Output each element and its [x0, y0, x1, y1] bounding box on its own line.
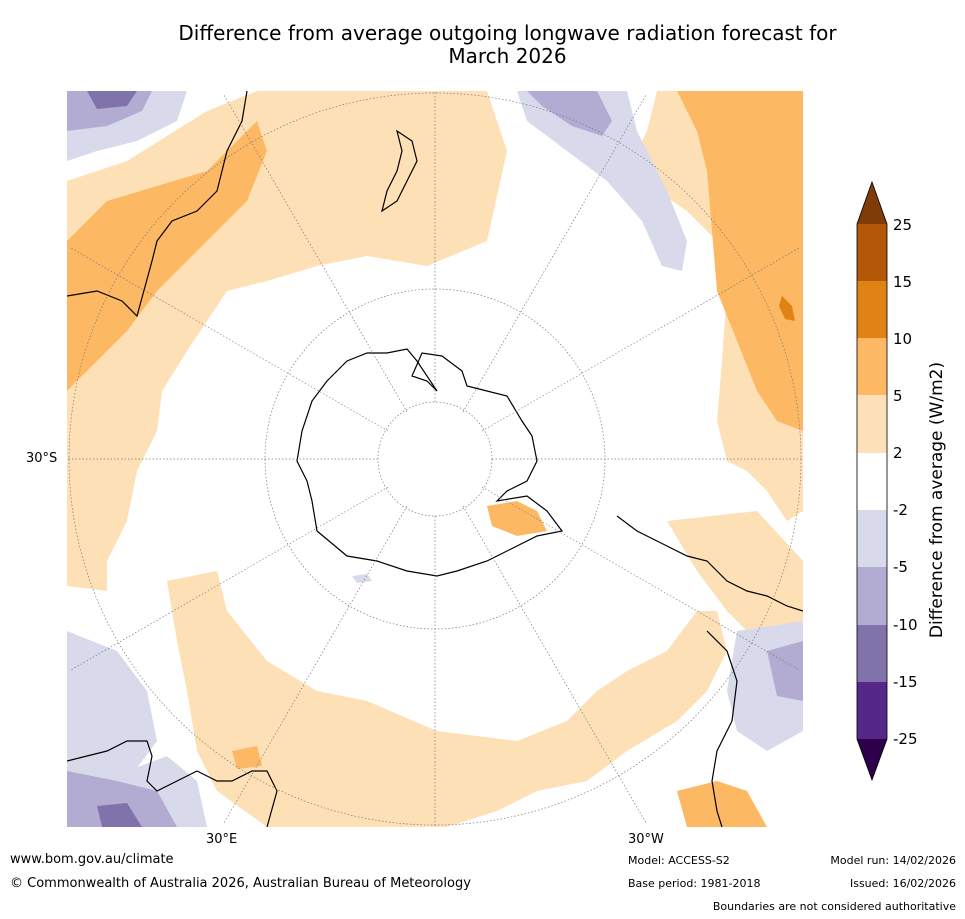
footer-base-period: Base period: 1981-2018: [628, 877, 761, 890]
lon-label-30w: 30°W: [628, 832, 664, 847]
colorbar-band-m25-m15: [857, 682, 887, 739]
anomaly-medium-purple-northwest: [67, 91, 152, 131]
colorbar-band-m5-m2: [857, 510, 887, 567]
chart-title: Difference from average outgoing longwav…: [120, 22, 895, 68]
footer-disclaimer: Boundaries are not considered authoritat…: [712, 900, 956, 913]
colorbar-tick-5: 5: [893, 387, 903, 405]
anomaly-medium-purple-north: [527, 91, 612, 136]
colorbar-tick-m5: -5: [893, 558, 908, 576]
colorbar-band-2-5: [857, 395, 887, 453]
title-line-1: Difference from average outgoing longwav…: [178, 21, 837, 45]
colorbar-tick-2: 2: [893, 444, 903, 462]
colorbar-tick-25: 25: [893, 216, 913, 234]
colorbar-tick-10: 10: [893, 330, 913, 348]
anomaly-medium-purple-southeast: [767, 641, 803, 701]
colorbar-band-10-15: [857, 281, 887, 338]
footer-model: Model: ACCESS-S2: [628, 854, 730, 867]
new-zealand-coast: [381, 129, 418, 213]
colorbar-tick-15: 15: [893, 273, 913, 291]
footer-model-run: Model run: 14/02/2026: [830, 854, 956, 867]
anomaly-light-purple-small: [352, 574, 372, 583]
anomaly-orange-southwest-patch: [232, 746, 262, 769]
anomaly-dark-orange-east: [779, 296, 795, 321]
colorbar-outline: [856, 180, 888, 782]
anomaly-orange-southern-patch: [487, 501, 547, 536]
colorbar-tick-m10: -10: [893, 616, 918, 634]
footer-issued: Issued: 16/02/2026: [849, 877, 956, 890]
anomaly-medium-purple-southwest: [67, 771, 177, 827]
anomaly-dark-purple-northwest: [87, 91, 137, 109]
antarctica-coast: [296, 348, 564, 577]
colorbar-band-m15-m10: [857, 625, 887, 682]
anomaly-orange-southeast-patch: [677, 781, 767, 827]
anomaly-light-purple-west: [67, 631, 157, 791]
colorbar-band-neutral: [857, 453, 887, 510]
lat-label-30s: 30°S: [26, 451, 58, 466]
title-line-2: March 2026: [448, 44, 567, 68]
coastlines: [67, 91, 803, 827]
africa-coast: [67, 740, 278, 827]
footer-url[interactable]: www.bom.gov.au/climate: [10, 852, 174, 867]
south-america-coast: [616, 515, 803, 827]
colorbar-band-5-10: [857, 338, 887, 395]
polar-map: [67, 91, 803, 827]
colorbar: [856, 180, 888, 782]
graticule: [67, 91, 803, 827]
colorbar-tick-m25: -25: [893, 730, 918, 748]
colorbar-tick-m15: -15: [893, 673, 918, 691]
colorbar-band-m10-m5: [857, 567, 887, 625]
anomaly-orange-east: [677, 91, 803, 431]
anomaly-dark-purple-southwest: [97, 803, 142, 827]
colorbar-tick-m2: -2: [893, 501, 908, 519]
colorbar-over-arrow: [857, 182, 887, 224]
colorbar-band-15-25: [857, 224, 887, 281]
colorbar-under-arrow: [857, 739, 887, 780]
colorbar-title: Difference from average (W/m2): [927, 361, 947, 639]
anomaly-light-purple-north: [517, 91, 687, 271]
footer-copyright: © Commonwealth of Australia 2026, Austra…: [10, 876, 471, 891]
australia-coast: [67, 91, 248, 318]
anomaly-light-orange-ne-patch: [367, 121, 487, 221]
anomaly-orange-west: [67, 121, 267, 391]
lon-label-30e: 30°E: [206, 832, 238, 847]
anomaly-light-orange-south: [167, 571, 727, 827]
anomaly-light-orange-southeast: [667, 511, 803, 651]
